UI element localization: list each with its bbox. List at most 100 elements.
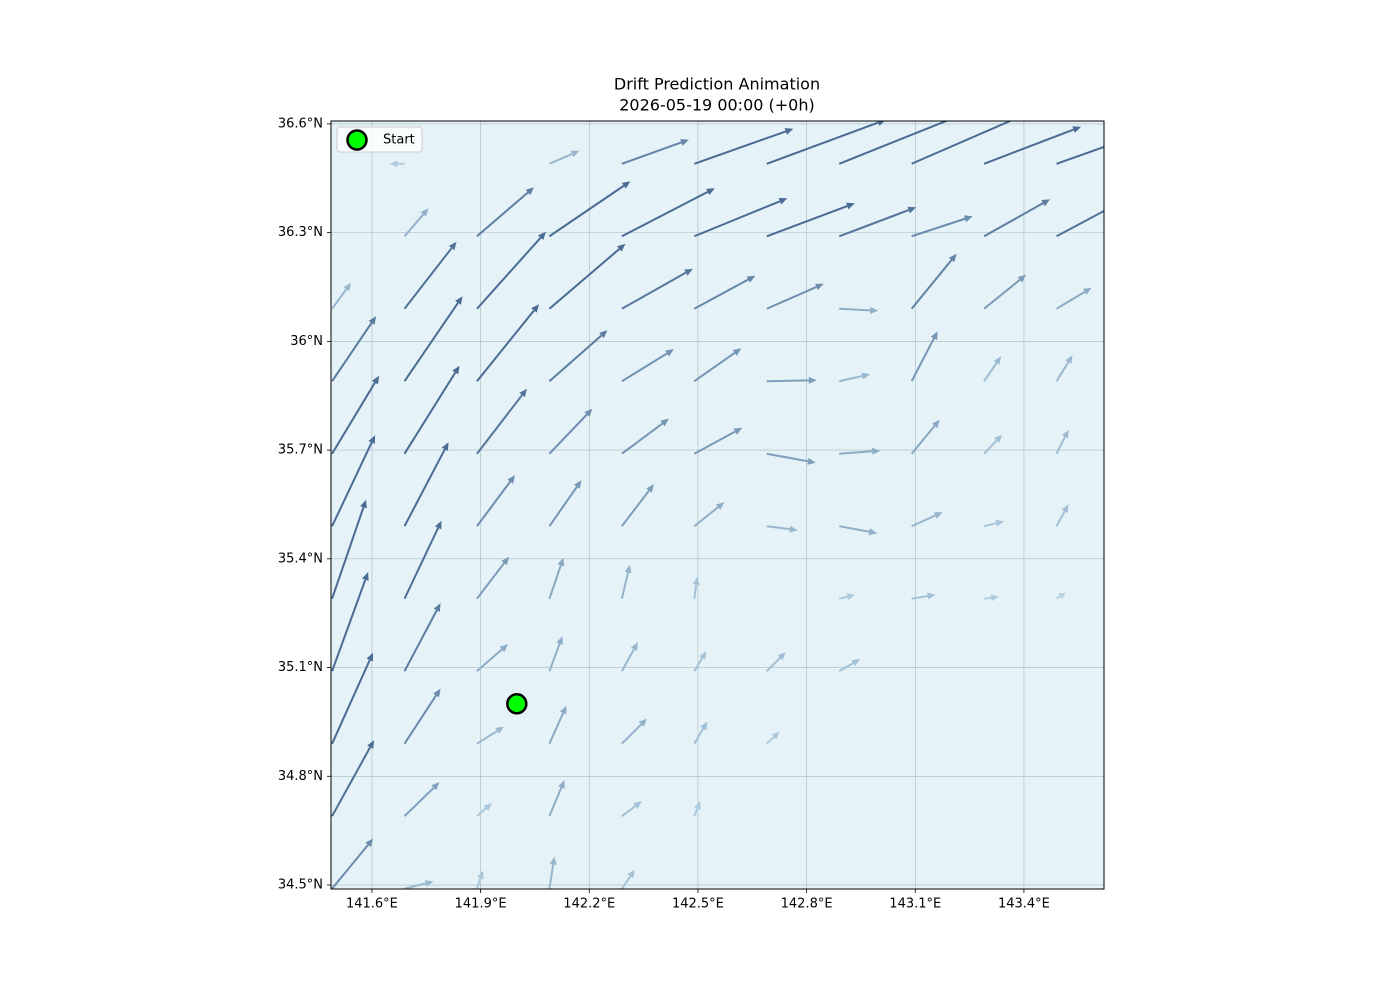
arrow-shaft [548,184,625,238]
arrow [476,556,509,600]
arrow-shaft [621,489,650,527]
x-tick-label: 142.2°E [563,897,615,912]
arrow-head [1061,429,1069,439]
arrow-shaft [621,723,642,745]
arrow-shaft [548,486,578,527]
arrow-head [627,869,635,879]
arrow-head [360,499,367,509]
arrow-head [507,475,515,484]
arrow-head [367,740,375,749]
y-tick-label: 35.7°N [278,443,323,458]
arrow [403,782,440,817]
legend-swatch [346,129,368,151]
arrow [476,475,515,527]
arrow [621,418,669,455]
arrow [476,726,504,745]
arrow-shaft [838,121,949,165]
arrow-shaft [838,209,910,238]
arrow-shaft [693,200,781,238]
arrow-head [538,231,546,241]
arrow-shaft [403,371,457,455]
arrow [1056,209,1104,238]
arrow [838,206,917,238]
arrow-shaft [331,288,348,310]
arrow-head [846,593,856,601]
arrow-shaft [621,141,682,165]
arrow [548,705,567,745]
arrow-shaft [331,659,371,745]
arrow-shaft [403,302,459,382]
x-tick-label: 143.4°E [998,897,1050,912]
arrow [1055,355,1073,382]
arrow [404,880,434,889]
arrow [548,408,593,455]
x-tick-label: 142.5°E [672,897,724,912]
arrow-head [1138,131,1147,138]
arrow-head [930,331,938,340]
arrow-shaft [693,657,704,672]
arrow-head [570,150,580,158]
arrow [331,282,352,310]
arrow-shaft [839,525,870,533]
arrow-head [366,652,374,662]
arrow [766,376,817,384]
arrow [403,208,429,237]
arrow-head [362,572,369,581]
arrow-head [994,434,1003,443]
grid [331,121,1104,889]
arrow-head [573,480,582,489]
x-tick-label: 143.1°E [889,897,941,912]
arrow-shaft [693,352,736,383]
arrow-shaft [476,877,482,889]
arrow-shaft [910,259,953,310]
arrow-head [638,718,647,727]
arrow-head [699,651,707,660]
arrow-shaft [983,596,992,600]
arrow-shaft [621,875,632,889]
arrow-head [621,181,631,189]
arrow-shaft [1056,145,1104,165]
y-tick-label: 35.4°N [278,551,323,566]
arrow-head [807,457,816,465]
arrow-head [995,519,1005,527]
arrow [1055,592,1066,600]
arrow [766,652,786,672]
arrow [983,519,1005,528]
arrow-shaft [620,648,635,672]
arrow-shaft [910,337,935,382]
arrow-shaft [331,442,373,527]
arrow-shaft [766,379,809,383]
arrow-shaft [476,394,523,455]
arrow-shaft [839,450,873,455]
arrow-shaft [476,562,505,600]
arrow-head [365,838,374,848]
arrow [838,372,871,383]
arrow-shaft [621,271,687,310]
arrow-head [907,206,917,214]
arrow-head [808,376,817,384]
arrow-shaft [911,217,966,238]
chart-subtitle: 2026-05-19 00:00 (+0h) [619,96,814,115]
arrow [839,306,879,314]
arrow-head [431,782,440,791]
arrow [331,499,367,600]
arrow-shaft [403,527,440,600]
arrow-shaft [549,153,573,165]
arrow-head [584,408,593,417]
arrow [693,502,725,527]
arrow [549,150,580,165]
arrow [983,434,1003,455]
arrow [839,525,878,536]
arrow-head [455,296,463,305]
arrow-head [599,330,608,339]
arrow-head [448,241,457,251]
y-tick-label: 36.3°N [278,225,323,240]
arrow-shaft [476,807,487,817]
arrow-head [559,705,567,715]
x-tick-label: 141.9°E [455,897,507,912]
arrow-head [531,304,539,313]
arrow [548,181,631,238]
arrow [548,330,608,382]
arrow-shaft [693,584,698,599]
arrow-shaft [766,286,817,310]
